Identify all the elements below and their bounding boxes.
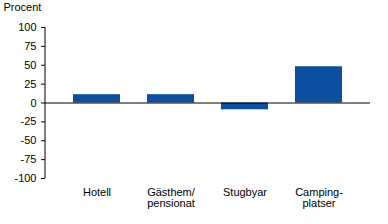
svg-text:50: 50 (24, 59, 36, 71)
svg-text:-25: -25 (21, 115, 37, 127)
svg-text:Stugbyar: Stugbyar (223, 186, 267, 198)
svg-text:0: 0 (30, 97, 36, 109)
svg-text:25: 25 (24, 78, 36, 90)
svg-text:-100: -100 (14, 172, 36, 184)
svg-text:75: 75 (24, 40, 36, 52)
svg-text:100: 100 (18, 21, 36, 33)
svg-text:Gästhem/pensionat: Gästhem/pensionat (147, 186, 196, 209)
svg-text:Procent: Procent (4, 1, 42, 13)
svg-text:Camping-platser: Camping-platser (295, 186, 343, 209)
svg-text:-50: -50 (21, 134, 37, 146)
svg-text:Hotell: Hotell (83, 186, 111, 198)
svg-text:-75: -75 (21, 153, 37, 165)
